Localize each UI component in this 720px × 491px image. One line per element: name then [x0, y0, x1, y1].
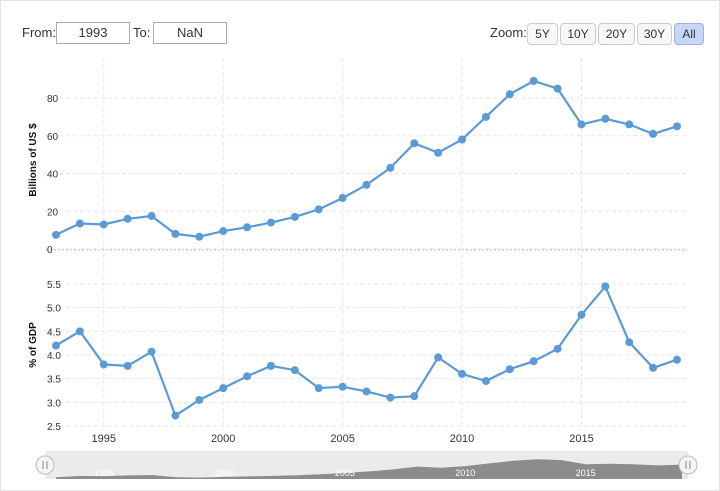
y-tick-label: 0	[47, 245, 53, 256]
data-point[interactable]	[99, 220, 108, 229]
data-point[interactable]	[673, 122, 681, 131]
top-y-axis-title: Billions of US $	[28, 123, 39, 197]
navigator-tick-label: 2005	[335, 468, 355, 478]
data-point[interactable]	[290, 212, 299, 221]
navigator-tick-label: 1995	[94, 468, 114, 478]
data-point[interactable]	[314, 384, 323, 393]
data-point[interactable]	[338, 382, 347, 391]
data-point[interactable]	[123, 361, 132, 370]
data-point[interactable]	[314, 205, 323, 214]
data-point[interactable]	[649, 129, 658, 138]
data-point[interactable]	[625, 338, 634, 347]
navigator-tick-label: 2015	[576, 468, 596, 478]
data-point[interactable]	[243, 223, 252, 232]
data-point[interactable]	[75, 219, 84, 228]
data-point[interactable]	[290, 366, 299, 375]
data-point[interactable]	[219, 384, 228, 393]
data-point[interactable]	[601, 114, 610, 123]
y-tick-label: 3.0	[47, 398, 61, 409]
data-point[interactable]	[529, 357, 538, 366]
data-point[interactable]	[338, 194, 347, 203]
data-point[interactable]	[123, 214, 132, 223]
x-tick-label: 2015	[569, 433, 593, 445]
data-point[interactable]	[505, 90, 514, 99]
y-tick-label: 40	[47, 170, 59, 181]
y-tick-label: 5.0	[47, 304, 61, 315]
navigator-tick-label: 2010	[455, 468, 475, 478]
y-tick-label: 2.5	[47, 422, 61, 433]
data-point[interactable]	[505, 365, 514, 374]
data-point[interactable]	[481, 112, 490, 121]
data-point[interactable]	[171, 411, 180, 420]
to-label: To:	[133, 25, 151, 40]
data-point[interactable]	[171, 229, 180, 238]
data-point[interactable]	[481, 377, 490, 386]
x-tick-label: 1995	[92, 433, 116, 445]
x-tick-label: 2000	[211, 433, 235, 445]
bottom-y-axis-title: % of GDP	[28, 322, 39, 368]
y-tick-label: 4.5	[47, 327, 61, 338]
data-point[interactable]	[577, 310, 586, 319]
y-tick-label: 3.5	[47, 375, 61, 386]
data-point[interactable]	[649, 363, 658, 372]
navigator-handle-left[interactable]	[35, 455, 55, 475]
to-input[interactable]: NaN	[153, 22, 227, 44]
data-point[interactable]	[673, 355, 681, 364]
y-tick-label: 5.5	[47, 280, 61, 291]
data-point[interactable]	[266, 361, 275, 370]
navigator-area	[56, 459, 682, 479]
x-tick-label: 2010	[450, 433, 474, 445]
x-tick-label: 2005	[330, 433, 354, 445]
data-point[interactable]	[99, 360, 108, 369]
data-point[interactable]	[195, 232, 204, 241]
from-label: From:	[22, 25, 56, 40]
data-point[interactable]	[625, 120, 634, 129]
data-point[interactable]	[386, 163, 395, 172]
data-point[interactable]	[386, 393, 395, 402]
data-point[interactable]	[266, 218, 275, 227]
data-point[interactable]	[553, 344, 562, 353]
data-point[interactable]	[434, 353, 443, 362]
zoom-5y-button[interactable]: 5Y	[527, 23, 558, 45]
zoom-20y-button[interactable]: 20Y	[598, 23, 635, 45]
data-point[interactable]	[243, 372, 252, 381]
y-tick-label: 60	[47, 132, 59, 143]
data-point[interactable]	[195, 395, 204, 404]
y-tick-label: 20	[47, 207, 59, 218]
y-tick-label: 80	[47, 94, 59, 105]
navigator-tick-label: 2000	[215, 468, 235, 478]
zoom-10y-button[interactable]: 10Y	[560, 23, 596, 45]
data-point[interactable]	[75, 327, 84, 336]
data-point[interactable]	[147, 211, 156, 220]
y-tick-label: 4.0	[47, 351, 61, 362]
data-point[interactable]	[458, 135, 467, 144]
data-point[interactable]	[601, 282, 610, 291]
zoom-label: Zoom:	[490, 25, 527, 40]
data-point[interactable]	[553, 84, 562, 93]
from-input[interactable]: 1993	[56, 22, 130, 44]
data-point[interactable]	[147, 347, 156, 356]
data-point[interactable]	[52, 230, 60, 239]
data-point[interactable]	[410, 392, 419, 401]
data-point[interactable]	[577, 120, 586, 129]
data-point[interactable]	[362, 387, 371, 396]
navigator-handle-right[interactable]	[678, 455, 698, 475]
data-point[interactable]	[458, 369, 467, 378]
data-point[interactable]	[219, 227, 228, 236]
data-point[interactable]	[362, 180, 371, 189]
data-point[interactable]	[529, 77, 538, 86]
data-point[interactable]	[434, 148, 443, 157]
data-point[interactable]	[52, 341, 60, 350]
zoom-all-button[interactable]: All	[674, 23, 704, 45]
data-point[interactable]	[410, 139, 419, 148]
zoom-30y-button[interactable]: 30Y	[637, 23, 672, 45]
